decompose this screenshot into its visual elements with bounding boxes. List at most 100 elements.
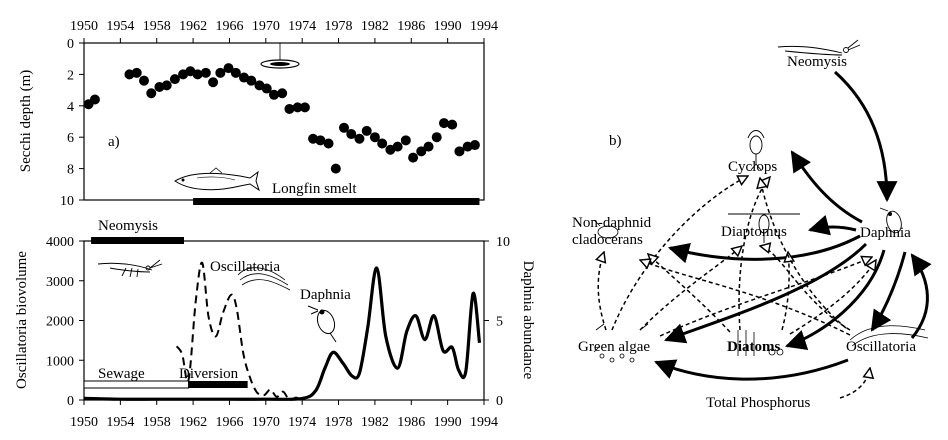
secchi-point	[284, 103, 295, 114]
y-tick-label: 2000	[46, 315, 74, 330]
diatoms-node: Diatoms	[727, 339, 780, 355]
arrow-phosphorus-oscillatoria	[839, 368, 870, 399]
panel-a-top-axis: 1950 1954 1958 1962 1966 1970 1974 1978 1982 1986…	[70, 19, 498, 43]
x-tick-label: 1950	[70, 415, 98, 430]
x-tick-label: 1950	[70, 19, 98, 34]
secchi-point	[192, 69, 203, 80]
arrow-daphnia-diatoms	[785, 249, 886, 350]
secchi-point	[200, 67, 211, 78]
secchi-point	[423, 141, 434, 152]
diaptomus-node: Diaptomus	[721, 224, 787, 240]
x-tick-label: 1974	[288, 415, 316, 430]
oscillatoria-node: Oscillatoria	[846, 339, 916, 355]
secchi-point	[299, 102, 310, 113]
secchi-point	[139, 75, 149, 86]
secchi-point	[215, 67, 226, 78]
arrow-greenalgae-diaptomus	[639, 246, 742, 331]
x-tick-label: 1966	[215, 415, 243, 430]
oscillatoria-axis-label: Oscillatoria biovolume	[14, 251, 30, 389]
secchi-point	[346, 129, 357, 140]
y2-tick-label: 10	[496, 235, 510, 250]
y-tick-label: 3000	[46, 275, 74, 290]
oscillatoria-series-line	[175, 261, 303, 402]
weak-interaction-arrows	[598, 176, 876, 399]
x-tick-label: 1982	[361, 19, 389, 34]
panel-b-food-web: b)	[572, 39, 932, 411]
arrow-daphnia-nondaphnid	[667, 234, 861, 264]
x-tick-label: 1954	[106, 19, 134, 34]
y2-tick-label: 5	[496, 315, 503, 330]
secchi-point	[469, 140, 480, 151]
arrow-diatoms-diaptomus	[781, 252, 789, 331]
y-tick-label: 8	[67, 163, 74, 178]
secchi-point	[161, 80, 172, 91]
daphnia-icon	[307, 305, 337, 343]
sewage-bar	[83, 380, 190, 389]
secchi-point	[223, 63, 234, 74]
arrow-daphnia-greenalgae	[664, 242, 868, 344]
arrow-greenalgae-daphnia	[659, 257, 872, 337]
secchi-point	[416, 146, 427, 157]
x-tick-label: 1974	[288, 19, 316, 34]
y-tick-label: 10	[60, 194, 74, 209]
secchi-point	[230, 67, 241, 78]
secchi-points	[83, 63, 480, 174]
secchi-point	[261, 83, 272, 94]
panel-lower-left-axis: 0 1000 2000 3000 4000	[46, 235, 84, 409]
y-tick-label: 0	[67, 394, 74, 409]
x-tick-label: 1970	[252, 415, 280, 430]
secchi-point	[292, 102, 303, 113]
secchi-point	[447, 119, 458, 130]
oscillatoria-filaments-icon	[237, 267, 291, 291]
secchi-point	[330, 163, 341, 174]
neomysis-node: Neomysis	[787, 54, 847, 70]
arrow-oscillatoria-greenalgae	[654, 358, 849, 381]
secchi-point	[315, 135, 326, 146]
arrow-daphnia-oscillatoria	[870, 251, 907, 332]
neomysis-label: Neomysis	[98, 218, 158, 234]
x-tick-label: 1986	[397, 415, 425, 430]
x-tick-label: 1978	[325, 19, 353, 34]
secchi-axis-label: Secchi depth (m)	[18, 70, 34, 172]
y-tick-label: 1000	[46, 354, 74, 369]
x-tick-label: 1986	[397, 19, 425, 34]
secchi-disk-icon	[260, 43, 300, 69]
longfin-smelt-label: Longfin smelt	[272, 181, 357, 197]
arrow-neomysis-daphnia	[834, 70, 898, 203]
x-tick-label: 1954	[106, 415, 134, 430]
secchi-point	[269, 89, 279, 100]
secchi-point	[246, 75, 257, 86]
panel-lower-bottom-axis: 1950 1954 1958 1962 1966 1970 1974 1978 1982 1986…	[70, 400, 498, 430]
nondaphnid-node-icon	[593, 219, 619, 239]
secchi-point	[277, 88, 288, 99]
diatoms-node-icon	[737, 330, 784, 356]
x-tick-label: 1970	[252, 19, 280, 34]
y-tick-label: 0	[67, 37, 74, 52]
neomysis-shrimp-icon	[97, 259, 163, 278]
nondaphnid-node-line1: Non-daphnid	[572, 215, 652, 231]
secchi-point	[89, 94, 100, 105]
strong-interaction-arrows	[654, 70, 932, 381]
cyclops-node: Cyclops	[728, 159, 777, 175]
x-tick-label: 1994	[470, 19, 498, 34]
daphnia-axis-label: Daphnia abundance	[520, 261, 536, 380]
x-tick-label: 1982	[361, 415, 389, 430]
secchi-point	[439, 118, 449, 129]
secchi-point	[392, 141, 403, 152]
secchi-point	[354, 133, 365, 144]
green-algae-node: Green algae	[578, 339, 650, 355]
sewage-label: Sewage	[98, 366, 145, 382]
arrow-daphnia-diaptomus	[807, 214, 857, 236]
secchi-point	[408, 152, 419, 163]
x-tick-label: 1994	[470, 415, 498, 430]
panel-a-left-axis: 0 2 4 6 8 10	[60, 37, 84, 209]
x-tick-label: 1978	[325, 415, 353, 430]
daphnia-node: Daphnia	[860, 225, 911, 241]
panel-a-secchi-chart: 1950 1954 1958 1962 1966 1970 1974 1978 1982 1986…	[18, 19, 498, 209]
secchi-point	[169, 74, 180, 85]
y-tick-label: 4000	[46, 235, 74, 250]
diaptomus-node-icon	[728, 213, 800, 243]
secchi-point	[454, 146, 465, 157]
x-tick-label: 1990	[434, 19, 462, 34]
